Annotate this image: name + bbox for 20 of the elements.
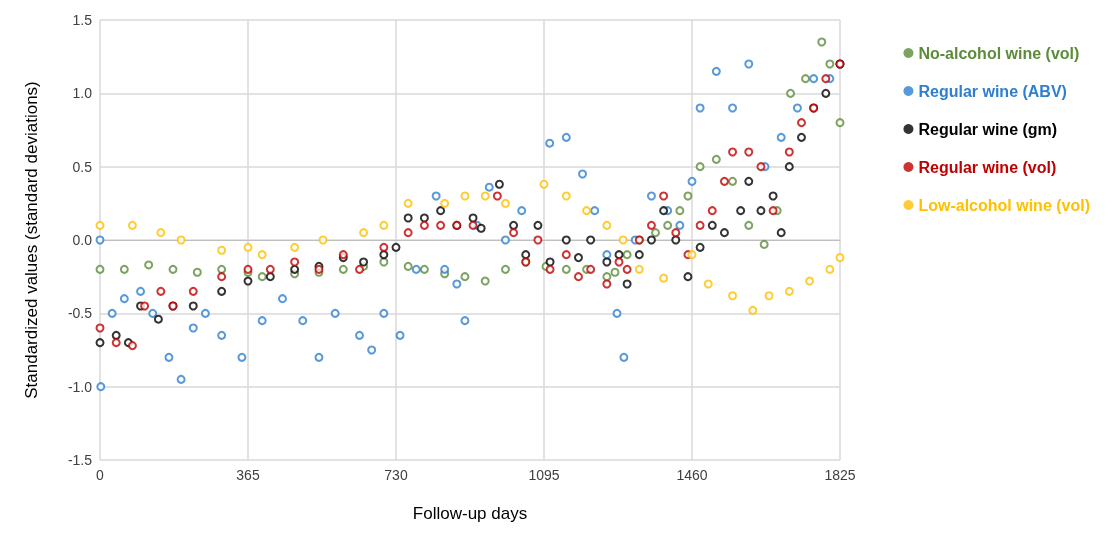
y-tick-label: -1.0 (67, 378, 93, 395)
legend-label: Regular wine (ABV) (918, 82, 1067, 100)
x-tick-label: 365 (236, 467, 260, 483)
y-tick-label: 0.5 (72, 158, 93, 175)
y-tick-label: -1.5 (67, 452, 93, 468)
y-axis-title: Standardized values (standard deviations) (22, 81, 41, 399)
y-tick-label: 0.0 (72, 232, 93, 248)
legend-label: Regular wine (gm) (918, 120, 1058, 138)
x-tick-label: 730 (384, 467, 408, 483)
x-axis-title: Follow-up days (412, 504, 528, 523)
y-tick-label: -0.5 (67, 305, 93, 322)
y-tick-label: 1.0 (72, 85, 93, 102)
y-tick-label: 1.5 (72, 12, 93, 28)
x-tick-label: 0 (96, 467, 105, 483)
legend-label: No-alcohol wine (vol) (918, 44, 1080, 62)
x-tick-label: 1825 (824, 467, 856, 483)
legend-label: Regular wine (vol) (918, 158, 1057, 176)
x-tick-label: 1460 (676, 467, 708, 483)
legend-label: Low-alcohol wine (vol) (918, 196, 1091, 214)
x-tick-label: 1095 (528, 467, 560, 483)
